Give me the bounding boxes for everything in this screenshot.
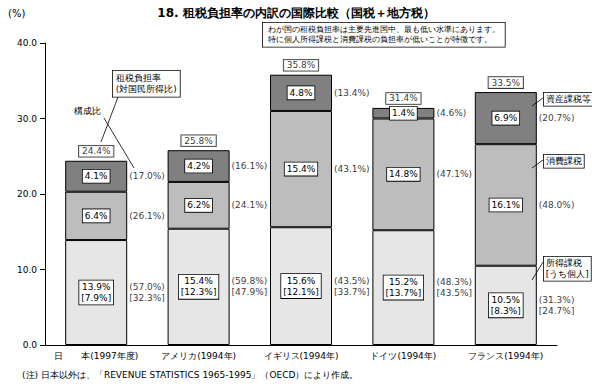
svg-text:31.4%: 31.4%: [389, 93, 418, 103]
svg-text:[12.1%]: [12.1%]: [283, 287, 319, 297]
svg-text:4.8%: 4.8%: [290, 88, 313, 98]
svg-text:[24.7%]: [24.7%]: [539, 306, 575, 316]
svg-text:15.2%: 15.2%: [389, 277, 418, 287]
svg-text:(16.1%): (16.1%): [232, 161, 268, 171]
svg-text:(48.0%): (48.0%): [539, 200, 575, 210]
svg-text:(4.6%): (4.6%): [436, 108, 466, 118]
svg-text:[13.7%]: [13.7%]: [386, 288, 422, 298]
svg-text:(43.1%): (43.1%): [334, 164, 370, 174]
svg-text:33.5%: 33.5%: [492, 78, 521, 88]
svg-text:(31.3%): (31.3%): [539, 295, 575, 305]
svg-text:[12.3%]: [12.3%]: [181, 287, 217, 297]
svg-text:6.9%: 6.9%: [494, 113, 517, 123]
svg-text:35.8%: 35.8%: [287, 60, 316, 70]
svg-text:20.0: 20.0: [17, 189, 37, 199]
svg-text:イギリス(1994年): イギリス(1994年): [264, 351, 339, 361]
svg-text:(47.1%): (47.1%): [436, 169, 472, 179]
svg-text:アメリカ(1994年): アメリカ(1994年): [161, 351, 236, 361]
svg-text:(注) 日本以外は、「REVENUE STATISTICS: (注) 日本以外は、「REVENUE STATISTICS 1965-1995」…: [22, 370, 358, 380]
svg-text:構成比: 構成比: [74, 106, 101, 116]
svg-text:(43.5%): (43.5%): [334, 276, 370, 286]
svg-text:15.4%: 15.4%: [184, 276, 213, 286]
svg-text:[8.3%]: [8.3%]: [491, 306, 521, 316]
svg-text:日 本(1997年度): 日 本(1997年度): [54, 351, 138, 361]
svg-text:[うち個人]: [うち個人]: [546, 269, 589, 279]
svg-text:資産課税等: 資産課税等: [546, 94, 591, 104]
svg-text:15.4%: 15.4%: [287, 164, 316, 174]
svg-text:租税負担率: 租税負担率: [116, 73, 161, 83]
svg-text:所得課税: 所得課税: [546, 258, 582, 268]
svg-text:10.5%: 10.5%: [492, 295, 521, 305]
svg-text:(20.7%): (20.7%): [539, 113, 575, 123]
svg-text:[43.5%]: [43.5%]: [436, 288, 472, 298]
svg-text:16.1%: 16.1%: [492, 200, 521, 210]
svg-text:[47.9%]: [47.9%]: [232, 287, 268, 297]
svg-text:6.2%: 6.2%: [187, 200, 210, 210]
svg-text:消費課税: 消費課税: [546, 156, 582, 166]
svg-text:18. 租税負担率の内訳の国際比較（国税＋地方税）: 18. 租税負担率の内訳の国際比較（国税＋地方税）: [157, 6, 434, 20]
svg-text:(13.4%): (13.4%): [334, 88, 370, 98]
svg-text:24.4%: 24.4%: [82, 146, 111, 156]
svg-text:15.6%: 15.6%: [287, 276, 316, 286]
svg-text:(対国民所得比): (対国民所得比): [116, 84, 177, 94]
svg-text:フランス(1994年): フランス(1994年): [468, 351, 543, 361]
svg-text:[32.3%]: [32.3%]: [129, 293, 165, 303]
svg-text:(24.1%): (24.1%): [232, 200, 268, 210]
svg-text:30.0: 30.0: [17, 114, 37, 124]
svg-text:(26.1%): (26.1%): [129, 211, 165, 221]
svg-text:14.8%: 14.8%: [389, 169, 418, 179]
svg-text:[7.9%]: [7.9%]: [81, 293, 111, 303]
svg-text:特に個人所得課税と消費課税の負担率が低いことが特徴です。: 特に個人所得課税と消費課税の負担率が低いことが特徴です。: [268, 35, 492, 44]
svg-text:4.2%: 4.2%: [187, 161, 210, 171]
svg-text:40.0: 40.0: [17, 38, 37, 48]
svg-text:[33.7%]: [33.7%]: [334, 287, 370, 297]
svg-text:6.4%: 6.4%: [85, 211, 108, 221]
svg-text:わが国の租税負担率は主要先進国中、最も低い水準にあります。: わが国の租税負担率は主要先進国中、最も低い水準にあります。: [268, 25, 500, 34]
svg-text:10.0: 10.0: [17, 265, 37, 275]
svg-text:(%): (%): [8, 8, 25, 19]
svg-text:ドイツ(1994年): ドイツ(1994年): [370, 351, 436, 361]
svg-text:0.0: 0.0: [23, 340, 38, 350]
svg-text:25.8%: 25.8%: [184, 136, 213, 146]
svg-text:1.4%: 1.4%: [392, 108, 415, 118]
svg-text:(48.3%): (48.3%): [436, 277, 472, 287]
svg-text:4.1%: 4.1%: [85, 171, 108, 181]
svg-text:(17.0%): (17.0%): [129, 171, 165, 181]
svg-text:(57.0%): (57.0%): [129, 282, 165, 292]
svg-text:13.9%: 13.9%: [82, 282, 111, 292]
svg-text:(59.8%): (59.8%): [232, 276, 268, 286]
